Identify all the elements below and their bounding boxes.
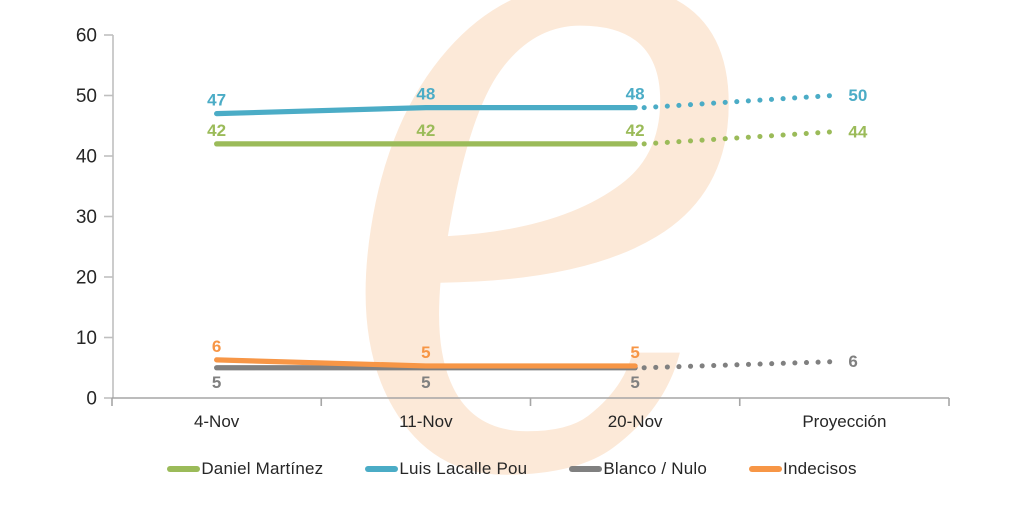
series-line-indecisos [214, 357, 638, 369]
y-tick-label: 0 [86, 389, 97, 410]
legend-swatch-indecisos [749, 466, 783, 472]
y-tick-label: 60 [76, 26, 97, 47]
legend-swatch-blanco-nulo [569, 466, 603, 472]
legend-item-blanco-nulo: Blanco / Nulo [569, 459, 707, 479]
legend-label: Daniel Martínez [201, 459, 324, 478]
legend: Daniel Martínez Luis Lacalle Pou Blanco / … [0, 457, 1024, 481]
data-label-indecisos: 5 [421, 343, 430, 362]
data-label-indecisos: 5 [630, 343, 639, 362]
data-label-luis-lacalle-pou: 48 [416, 85, 435, 104]
legend-swatch-daniel-marti-nez [167, 466, 201, 472]
y-tick-label: 20 [76, 268, 97, 289]
projection-line-daniel-marti-nez [641, 129, 835, 147]
data-label-daniel-marti-nez: 42 [626, 121, 645, 140]
legend-label: Indecisos [783, 459, 857, 478]
projection-label-daniel-marti-nez: 44 [848, 122, 867, 141]
data-label-luis-lacalle-pou: 48 [626, 85, 645, 104]
legend-item-daniel-marti-nez: Daniel Martínez [167, 459, 323, 479]
projection-line-blanco-nulo [641, 359, 835, 371]
category-label-proyeccio-n: Proyección [802, 412, 886, 431]
projection-label-luis-lacalle-pou: 50 [848, 86, 867, 105]
data-label-blanco-nulo: 5 [630, 373, 639, 392]
category-label-4-nov: 4-Nov [194, 412, 240, 431]
projection-line-luis-lacalle-pou [641, 93, 835, 111]
legend-item-indecisos: Indecisos [749, 459, 857, 479]
data-label-blanco-nulo: 5 [212, 373, 221, 392]
legend-label: Blanco / Nulo [603, 459, 708, 478]
data-label-luis-lacalle-pou: 47 [207, 91, 226, 110]
legend-label: Luis Lacalle Pou [399, 459, 528, 478]
category-label-20-nov: 20-Nov [608, 412, 663, 431]
y-tick-label: 10 [76, 328, 97, 349]
y-tick-label: 50 [76, 86, 97, 107]
watermark-e: e [335, 0, 761, 512]
y-tick-label: 40 [76, 147, 97, 168]
category-label-11-nov: 11-Nov [399, 412, 453, 431]
data-label-daniel-marti-nez: 42 [416, 121, 435, 140]
data-label-daniel-marti-nez: 42 [207, 121, 226, 140]
legend-item-luis-lacalle-pou: Luis Lacalle Pou [365, 459, 527, 479]
projection-label-blanco-nulo: 6 [848, 352, 857, 371]
legend-swatch-luis-lacalle-pou [365, 466, 399, 472]
data-label-blanco-nulo: 5 [421, 373, 430, 392]
y-tick-label: 30 [76, 207, 97, 228]
series-line-luis-lacalle-pou [214, 104, 638, 117]
data-label-indecisos: 6 [212, 337, 221, 356]
